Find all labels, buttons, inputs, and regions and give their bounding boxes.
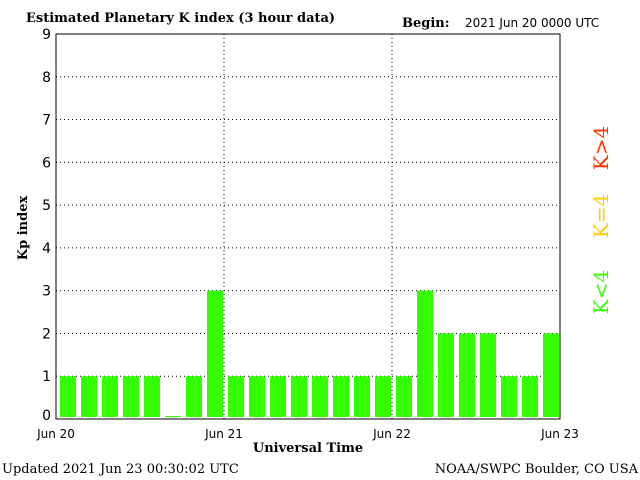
y-tick-label: 2 bbox=[42, 326, 51, 342]
x-tick-label: Jun 22 bbox=[372, 427, 411, 441]
kp-bar bbox=[522, 376, 538, 417]
kp-bar bbox=[165, 416, 181, 418]
kp-bar bbox=[312, 376, 328, 417]
kp-bar bbox=[291, 376, 307, 417]
legend-k-less-than-4: K<4 bbox=[589, 270, 613, 314]
begin-label: Begin: bbox=[402, 16, 450, 31]
kp-bar bbox=[501, 376, 517, 417]
kp-bar bbox=[354, 376, 370, 417]
kp-bar bbox=[438, 333, 454, 417]
kp-bar bbox=[543, 333, 559, 417]
kp-bar bbox=[333, 376, 349, 417]
plot-frame bbox=[55, 33, 561, 420]
y-tick-label: 1 bbox=[42, 369, 51, 385]
kp-bar bbox=[480, 333, 496, 417]
kp-bar bbox=[459, 333, 475, 417]
y-tick-label: 6 bbox=[42, 155, 51, 171]
legend-k-equal-4: K=4 bbox=[589, 194, 613, 238]
kp-bar bbox=[102, 376, 118, 417]
x-axis-label: Universal Time bbox=[253, 441, 363, 456]
credit-text: NOAA/SWPC Boulder, CO USA bbox=[435, 462, 639, 477]
y-tick-label: 4 bbox=[42, 241, 51, 257]
kp-bar bbox=[228, 376, 244, 417]
y-tick-label: 7 bbox=[42, 113, 51, 129]
kp-bar bbox=[375, 376, 391, 417]
y-tick-label: 5 bbox=[42, 198, 51, 214]
legend-k-greater-than-4: K>4 bbox=[589, 126, 613, 170]
gridlines bbox=[56, 33, 560, 419]
y-tick-label: 8 bbox=[42, 70, 51, 86]
y-axis-label: Kp index bbox=[16, 196, 31, 261]
kp-bar bbox=[249, 376, 265, 417]
y-tick-label: 3 bbox=[42, 284, 51, 300]
kp-bar bbox=[144, 376, 160, 417]
updated-timestamp: Updated 2021 Jun 23 00:30:02 UTC bbox=[2, 462, 239, 477]
kp-bar bbox=[123, 376, 139, 417]
kp-bar bbox=[417, 290, 433, 417]
y-tick-label: 9 bbox=[42, 27, 51, 43]
chart-title: Estimated Planetary K index (3 hour data… bbox=[26, 11, 335, 26]
x-tick-labels: Jun 20 Jun 21 Jun 22 Jun 23 bbox=[36, 427, 579, 441]
x-tick-label: Jun 20 bbox=[36, 427, 75, 441]
kp-bar bbox=[396, 376, 412, 417]
kp-bar bbox=[270, 376, 286, 417]
begin-value: 2021 Jun 20 0000 UTC bbox=[465, 16, 599, 30]
bars-group bbox=[60, 290, 559, 418]
kp-bar bbox=[207, 290, 223, 417]
y-tick-labels: 0 1 2 3 4 5 6 7 8 9 bbox=[42, 27, 51, 424]
y-tick-label: 0 bbox=[42, 408, 51, 424]
x-tick-label: Jun 23 bbox=[540, 427, 579, 441]
kp-bar bbox=[60, 376, 76, 417]
kp-bar bbox=[186, 376, 202, 417]
kp-bar bbox=[81, 376, 97, 417]
x-tick-label: Jun 21 bbox=[204, 427, 243, 441]
